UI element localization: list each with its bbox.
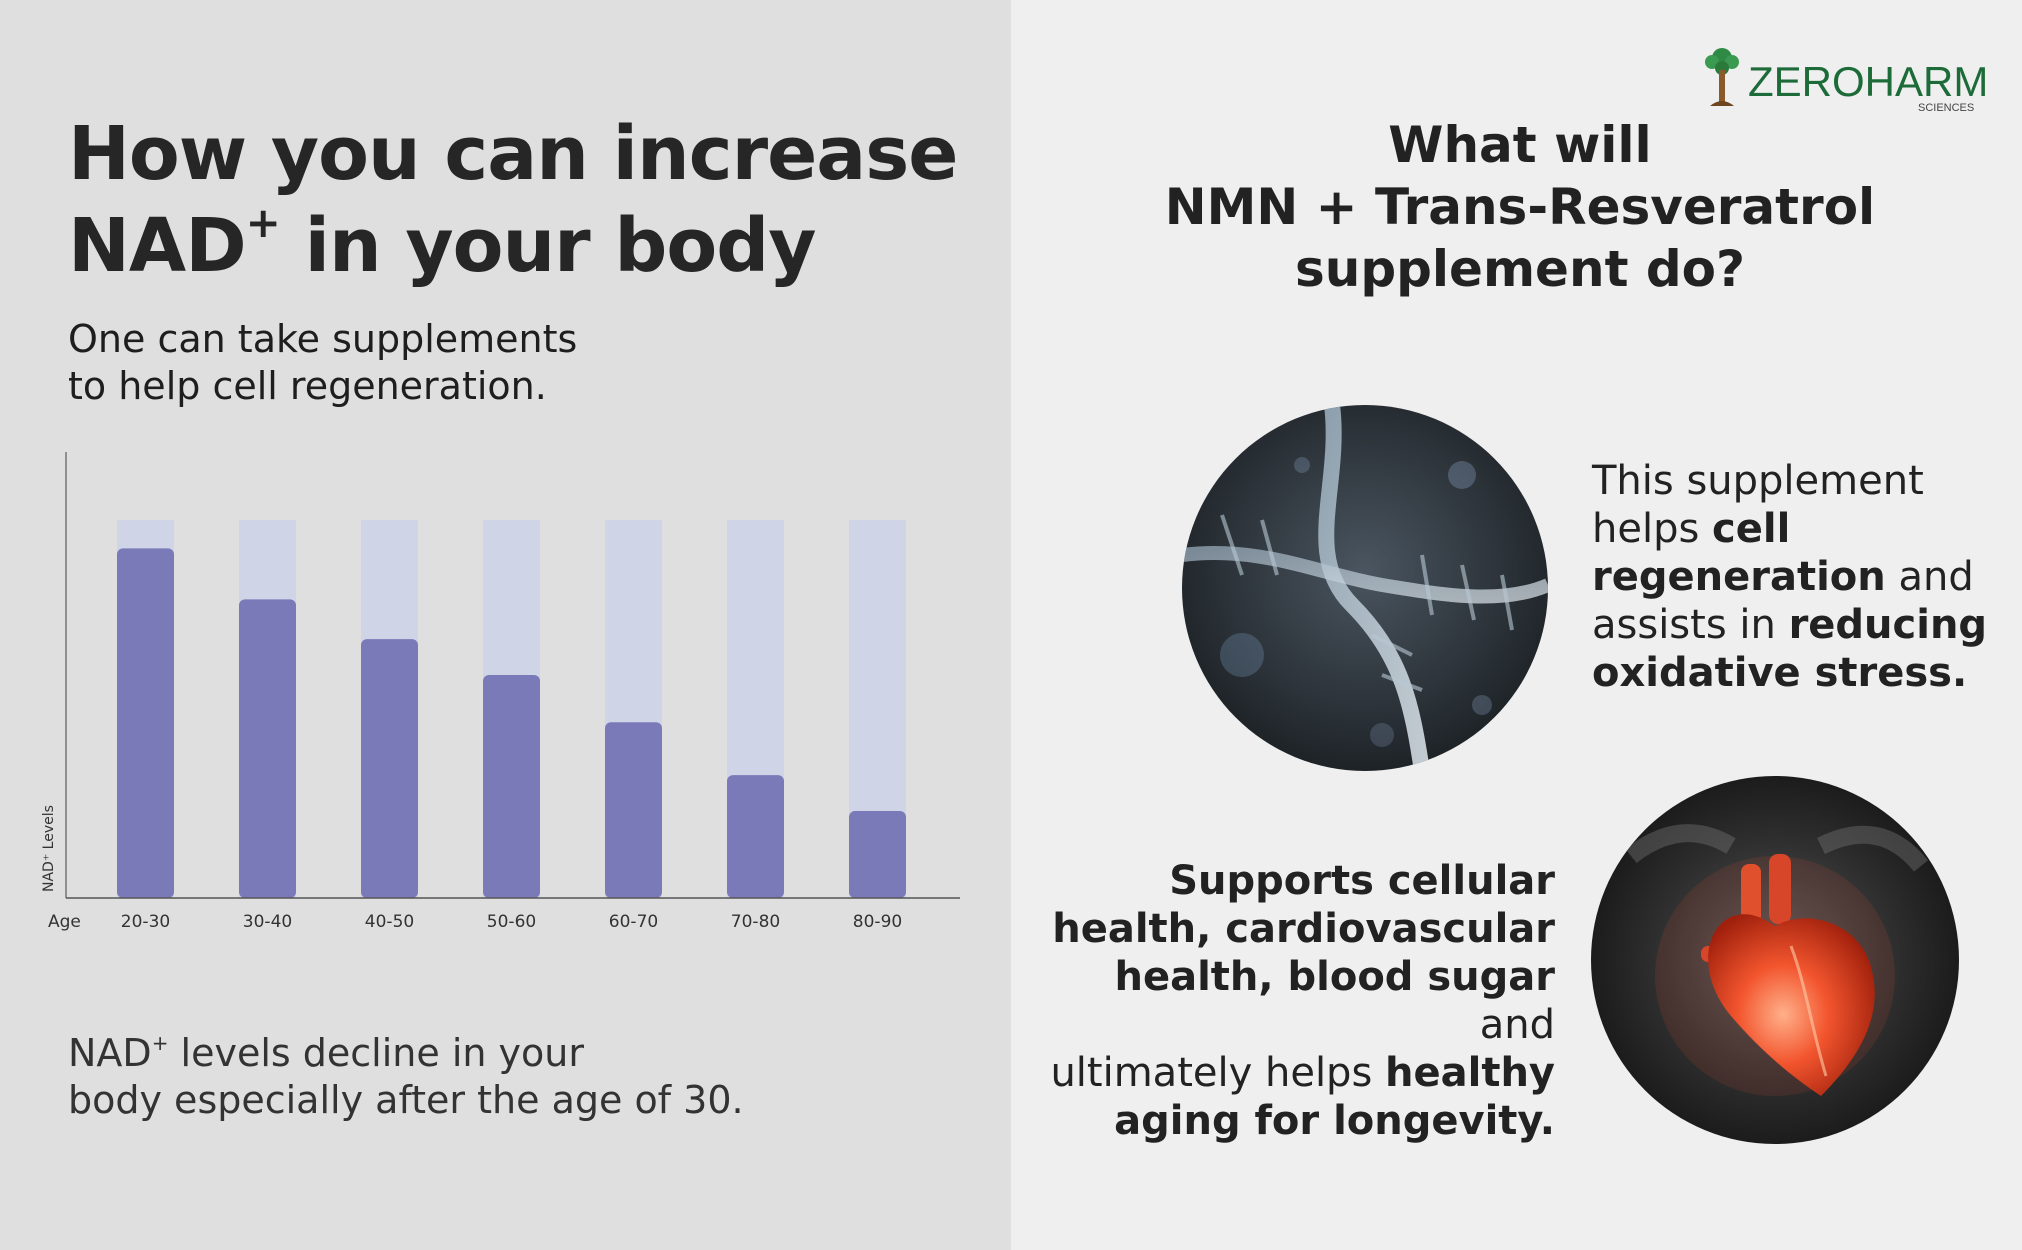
title-nad-sup: + <box>245 198 281 247</box>
desc1-line-1: This supplement <box>1592 458 1924 504</box>
title-line-2-rest: in your body <box>279 203 817 289</box>
right-title-line-2: NMN + Trans-Resveratrol <box>1164 178 1876 236</box>
cell-regeneration-text: This supplement helps cell regeneration … <box>1592 457 2012 697</box>
tree-logo-icon <box>1705 48 1739 106</box>
desc2-cardiovascular: health, cardiovascular <box>1052 906 1555 952</box>
x-axis-label: Age <box>48 912 81 932</box>
footnote-nad-sup: + <box>151 1031 169 1055</box>
data-bars <box>117 548 906 898</box>
desc1-assists: assists in <box>1592 602 1789 648</box>
footnote-nad: NAD <box>68 1031 152 1075</box>
x-tick-30-40: 30-40 <box>243 912 292 932</box>
x-tick-labels: 20-30 30-40 40-50 50-60 60-70 70-80 80-90 <box>121 912 902 932</box>
x-tick-60-70: 60-70 <box>609 912 658 932</box>
desc1-cell: cell <box>1712 506 1791 552</box>
title-line-1: How you can increase <box>68 111 958 197</box>
bar-20-30 <box>117 548 174 898</box>
dna-helix-icon <box>1182 405 1548 771</box>
x-tick-50-60: 50-60 <box>487 912 536 932</box>
bar-40-50 <box>361 639 418 898</box>
desc1-reducing: reducing <box>1788 602 1988 648</box>
desc2-longevity: aging for longevity. <box>1114 1098 1555 1144</box>
desc2-and: and <box>1479 1002 1555 1048</box>
nad-levels-chart: 20-30 30-40 40-50 50-60 60-70 70-80 80-90 Age … <box>41 452 960 932</box>
subtitle-line-2: to help cell regeneration. <box>68 364 547 408</box>
cellular-health-text: Supports cellular health, cardiovascular… <box>1040 857 1555 1145</box>
bar-80-90 <box>849 811 906 898</box>
right-title-line-3: supplement do? <box>1294 240 1746 298</box>
y-axis-label: NAD⁺ Levels <box>41 805 57 892</box>
decline-note: NAD+ levels decline in your body especia… <box>68 1030 744 1124</box>
heart-icon <box>1591 776 1959 1144</box>
bar-50-60 <box>483 674 540 898</box>
desc2-ultimately: ultimately helps <box>1050 1050 1386 1096</box>
x-tick-20-30: 20-30 <box>121 912 170 932</box>
bar-70-80 <box>727 775 784 898</box>
footnote-line-1-rest: levels decline in your <box>168 1031 584 1075</box>
title-nad: NAD <box>68 203 247 289</box>
right-title-line-1: What will <box>1388 116 1652 174</box>
desc1-helps: helps <box>1592 506 1713 552</box>
desc2-supports: Supports cellular <box>1169 858 1555 904</box>
desc1-regeneration: regeneration <box>1592 554 1886 600</box>
bar-30-40 <box>239 599 296 898</box>
desc2-blood-sugar: health, blood sugar <box>1114 954 1555 1000</box>
x-tick-40-50: 40-50 <box>365 912 414 932</box>
footnote-line-2: body especially after the age of 30. <box>68 1078 744 1122</box>
desc1-and: and <box>1885 554 1974 600</box>
subtitle: One can take supplements to help cell re… <box>68 316 577 410</box>
x-tick-80-90: 80-90 <box>853 912 902 932</box>
subtitle-line-1: One can take supplements <box>68 317 578 361</box>
right-title: What will NMN + Trans-Resveratrol supple… <box>1120 114 1920 300</box>
logo-wordmark: ZEROHARM <box>1748 58 1989 105</box>
desc1-oxidative-stress: oxidative stress. <box>1592 650 1968 696</box>
page-title: How you can increase NAD+ in your body <box>68 108 958 292</box>
x-tick-70-80: 70-80 <box>731 912 780 932</box>
zeroharm-logo: ZEROHARM SCIENCES <box>1700 44 1988 120</box>
desc2-healthy: healthy <box>1385 1050 1555 1096</box>
bar-60-70 <box>605 722 662 898</box>
logo-subtext: SCIENCES <box>1918 102 1975 114</box>
